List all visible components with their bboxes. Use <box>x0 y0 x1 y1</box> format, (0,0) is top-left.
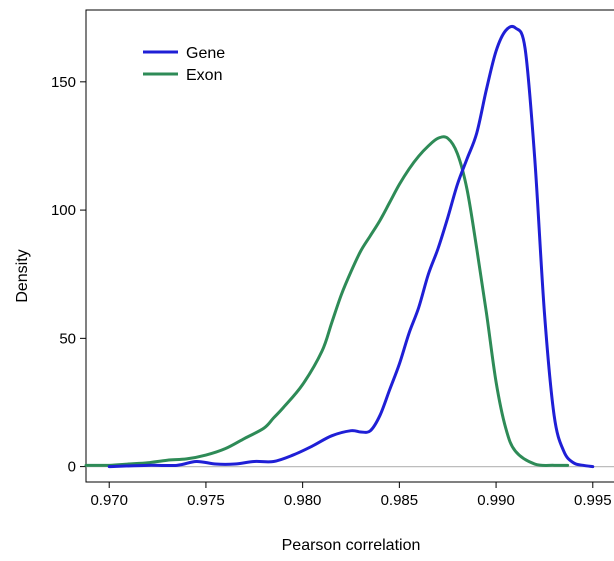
x-tick-label: 0.980 <box>284 492 322 509</box>
x-axis: 0.970 0.975 0.980 0.985 0.990 0.995 <box>90 482 612 509</box>
legend-label-gene: Gene <box>186 45 225 62</box>
series-line-exon <box>84 135 570 467</box>
y-tick-label: 150 <box>51 74 76 91</box>
legend-label-exon: Exon <box>186 67 222 84</box>
x-tick-label: 0.975 <box>187 492 225 509</box>
x-tick-label: 0.985 <box>381 492 419 509</box>
series-line-gene <box>107 24 595 469</box>
y-axis-title: Density <box>14 249 31 302</box>
y-tick-label: 0 <box>68 459 76 476</box>
y-tick-label: 50 <box>59 330 76 347</box>
x-axis-title: Pearson correlation <box>282 537 421 554</box>
legend: Gene Exon <box>143 45 225 84</box>
y-axis: 0 50 100 150 <box>51 74 86 476</box>
y-tick-label: 100 <box>51 202 76 219</box>
x-tick-label: 0.970 <box>90 492 128 509</box>
x-tick-label: 0.990 <box>477 492 515 509</box>
x-tick-label: 0.995 <box>574 492 612 509</box>
plot-frame <box>85 9 614 483</box>
series-layer <box>84 24 595 469</box>
